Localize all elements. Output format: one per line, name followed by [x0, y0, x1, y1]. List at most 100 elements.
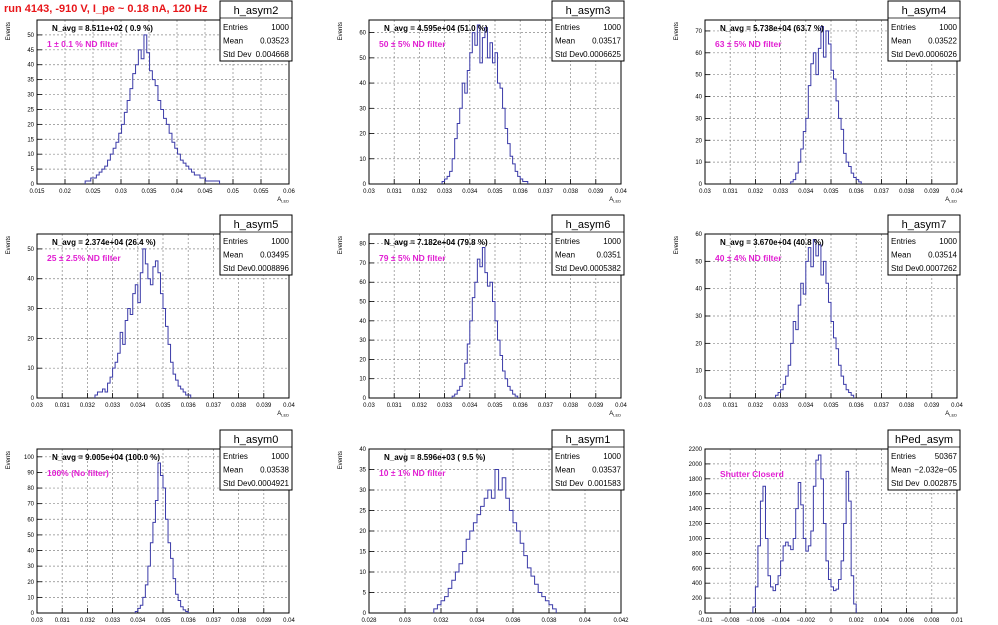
- y-tick-label: 15: [359, 550, 366, 556]
- histogram-line: [451, 247, 519, 398]
- histogram-bin: [791, 550, 794, 613]
- y-tick-label: 30: [359, 488, 366, 494]
- x-tick-label: 0.028: [361, 618, 377, 624]
- filter-annotation: Shutter Closerd: [720, 469, 784, 479]
- x-tick-label: 0.004: [874, 618, 890, 624]
- histogram-line: [441, 24, 529, 184]
- filter-annotation: 50 ± 5% ND filter: [379, 39, 446, 49]
- histogram-panel-hPed_asym: −0.01 −0.008 −0.006 −0.004 −0.002 0 0.002 0.004…: [689, 429, 963, 624]
- navg-label: N_avg = 7.182e+04 (79.8 %): [384, 238, 488, 247]
- histogram-bin: [492, 63, 495, 184]
- histogram-bin: [466, 539, 470, 613]
- stats-title: hPed_asym: [895, 434, 953, 446]
- stats-title: h_asym2: [234, 5, 279, 17]
- stats-label: Std Dev: [555, 479, 583, 488]
- histogram-bin: [520, 543, 524, 613]
- histogram-bin: [164, 118, 167, 184]
- histogram-bin: [138, 50, 141, 184]
- x-tick-label: 0.015: [29, 189, 45, 195]
- stats-label: Std Dev: [223, 264, 251, 273]
- stats-box: [219, 0, 293, 62]
- histogram-panel-h_asym6: 0.03 0.031 0.032 0.033 0.034 0.035 0.036 0.037 0…: [338, 214, 627, 418]
- histogram-bin: [811, 267, 814, 398]
- stats-value: 1000: [271, 237, 289, 246]
- stats-value: 0.03522: [928, 37, 957, 46]
- y-tick-label: 15: [27, 137, 34, 143]
- x-tick-label: 0.039: [588, 403, 604, 409]
- histogram-line: [775, 238, 855, 398]
- y-tick-label: 20: [27, 122, 34, 128]
- stats-value: 1000: [603, 237, 621, 246]
- stats-label: Mean: [223, 37, 243, 46]
- stats-box: [551, 214, 625, 276]
- y-tick-label: 30: [695, 314, 702, 320]
- filter-annotation: 40 ± 4% ND filter: [715, 253, 782, 263]
- histogram-line: [134, 462, 189, 613]
- stats-label: Entries: [223, 237, 248, 246]
- y-tick-label: 10: [359, 157, 366, 163]
- histogram-bin: [491, 498, 495, 613]
- x-tick-label: 0.033: [437, 403, 453, 409]
- y-tick-label: 20: [27, 580, 34, 586]
- stats-label: Std Dev: [891, 50, 919, 59]
- x-tick-label: 0.033: [105, 618, 121, 624]
- x-tick-label: 0.037: [206, 618, 222, 624]
- histogram-bin: [475, 45, 478, 184]
- histogram-bin: [153, 267, 156, 398]
- x-tick-label: 0.036: [181, 618, 197, 624]
- stats-label: Std Dev: [891, 479, 919, 488]
- histogram-bin: [470, 53, 473, 184]
- x-axis-title: ALED: [609, 411, 621, 418]
- x-tick-label: 0.037: [538, 189, 554, 195]
- histogram-bin: [487, 58, 490, 184]
- x-tick-label: 0.032: [748, 403, 764, 409]
- stats-label: Entries: [891, 237, 916, 246]
- histogram-bin: [459, 564, 463, 613]
- stats-label: Std Dev: [891, 264, 919, 273]
- stats-label: Mean: [555, 466, 575, 475]
- x-tick-label: 0.038: [563, 189, 579, 195]
- histogram-bin: [484, 498, 488, 613]
- x-tick-label: 0.033: [773, 189, 789, 195]
- x-tick-label: 0.033: [773, 403, 789, 409]
- histogram-bin: [473, 523, 477, 613]
- x-tick-label: 0.008: [924, 618, 940, 624]
- stats-title: h_asym1: [566, 434, 611, 446]
- stats-value: 0.03523: [260, 37, 289, 46]
- histogram-bin: [94, 178, 97, 184]
- histogram-bin: [133, 74, 136, 184]
- y-tick-label: 1600: [689, 492, 703, 498]
- stats-box: [887, 214, 961, 276]
- x-tick-label: 0.05: [227, 189, 239, 195]
- y-axis-title: Events: [674, 22, 680, 40]
- histogram-bin: [161, 109, 164, 184]
- y-tick-label: 80: [359, 242, 366, 248]
- histogram-bin: [513, 523, 517, 613]
- x-tick-label: 0.035: [141, 189, 157, 195]
- x-tick-label: 0.038: [899, 403, 915, 409]
- x-tick-label: 0.035: [155, 403, 171, 409]
- y-tick-label: 0: [363, 182, 367, 188]
- y-tick-label: 35: [359, 468, 366, 474]
- x-tick-label: 0.037: [874, 189, 890, 195]
- filter-annotation: 25 ± 2.5% ND filter: [47, 253, 121, 263]
- y-tick-label: 50: [27, 247, 34, 253]
- stats-title: h_asym5: [234, 219, 279, 231]
- x-tick-label: 0.03: [31, 403, 43, 409]
- y-tick-label: 30: [359, 338, 366, 344]
- y-tick-label: 20: [359, 357, 366, 363]
- y-tick-label: 2200: [689, 447, 703, 453]
- histogram-bin: [796, 330, 799, 398]
- y-tick-label: 40: [359, 319, 366, 325]
- y-tick-label: 45: [27, 48, 34, 54]
- x-tick-label: 0.033: [105, 403, 121, 409]
- histogram-bin: [531, 576, 535, 613]
- y-tick-label: 5: [363, 591, 367, 597]
- histogram-panel-h_asym3: 0.03 0.031 0.032 0.033 0.034 0.035 0.036 0.037 0…: [338, 0, 627, 204]
- histogram-bin: [490, 43, 493, 184]
- stats-label: Entries: [555, 237, 580, 246]
- stats-label: Mean: [223, 251, 243, 260]
- stats-value: −2.032e−05: [914, 466, 957, 475]
- stats-label: Std Dev: [555, 264, 583, 273]
- stats-value: 0.002875: [924, 479, 958, 488]
